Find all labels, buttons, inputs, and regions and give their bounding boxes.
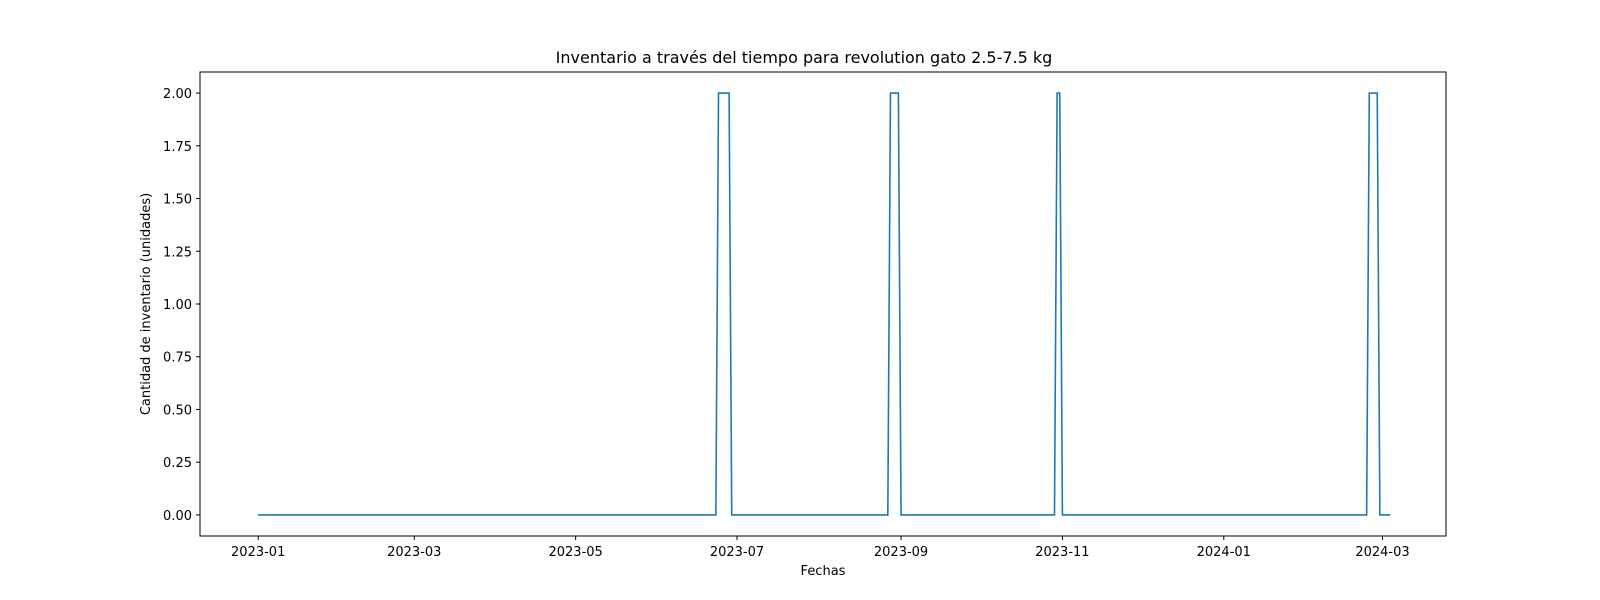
y-tick-label: 1.50 xyxy=(163,193,192,208)
y-tick-label: 1.00 xyxy=(163,298,192,313)
y-tick-label: 0.25 xyxy=(163,456,192,471)
x-tick-label: 2023-09 xyxy=(874,545,928,560)
x-tick-label: 2024-03 xyxy=(1355,545,1409,560)
plot-frame xyxy=(199,71,1447,537)
plot-area xyxy=(258,92,1391,516)
y-tick-label: 2.00 xyxy=(163,87,192,102)
x-axis-label: Fechas xyxy=(801,564,846,579)
y-axis-label: Cantidad de inventario (unidades) xyxy=(139,193,154,415)
y-axis: 0.00 0.25 0.50 0.75 1.00 1.25 1.50 1.75 2.00 xyxy=(163,87,200,524)
chart-title: Inventario a través del tiempo para revo… xyxy=(556,48,1053,67)
x-tick-label: 2023-11 xyxy=(1035,545,1089,560)
y-tick-label: 1.25 xyxy=(163,245,192,260)
y-tick-label: 0.50 xyxy=(163,403,192,418)
x-tick-label: 2023-01 xyxy=(231,545,285,560)
y-tick-label: 0.75 xyxy=(163,351,192,366)
x-tick-label: 2024-01 xyxy=(1197,545,1251,560)
y-tick-label: 0.00 xyxy=(163,509,192,524)
x-tick-label: 2023-03 xyxy=(387,545,441,560)
y-tick-label: 1.75 xyxy=(163,140,192,155)
series-line xyxy=(258,92,1391,516)
x-tick-label: 2023-07 xyxy=(710,545,764,560)
x-axis: 2023-01 2023-03 2023-05 2023-07 2023-09 2023-… xyxy=(231,536,1410,560)
x-tick-label: 2023-05 xyxy=(548,545,602,560)
